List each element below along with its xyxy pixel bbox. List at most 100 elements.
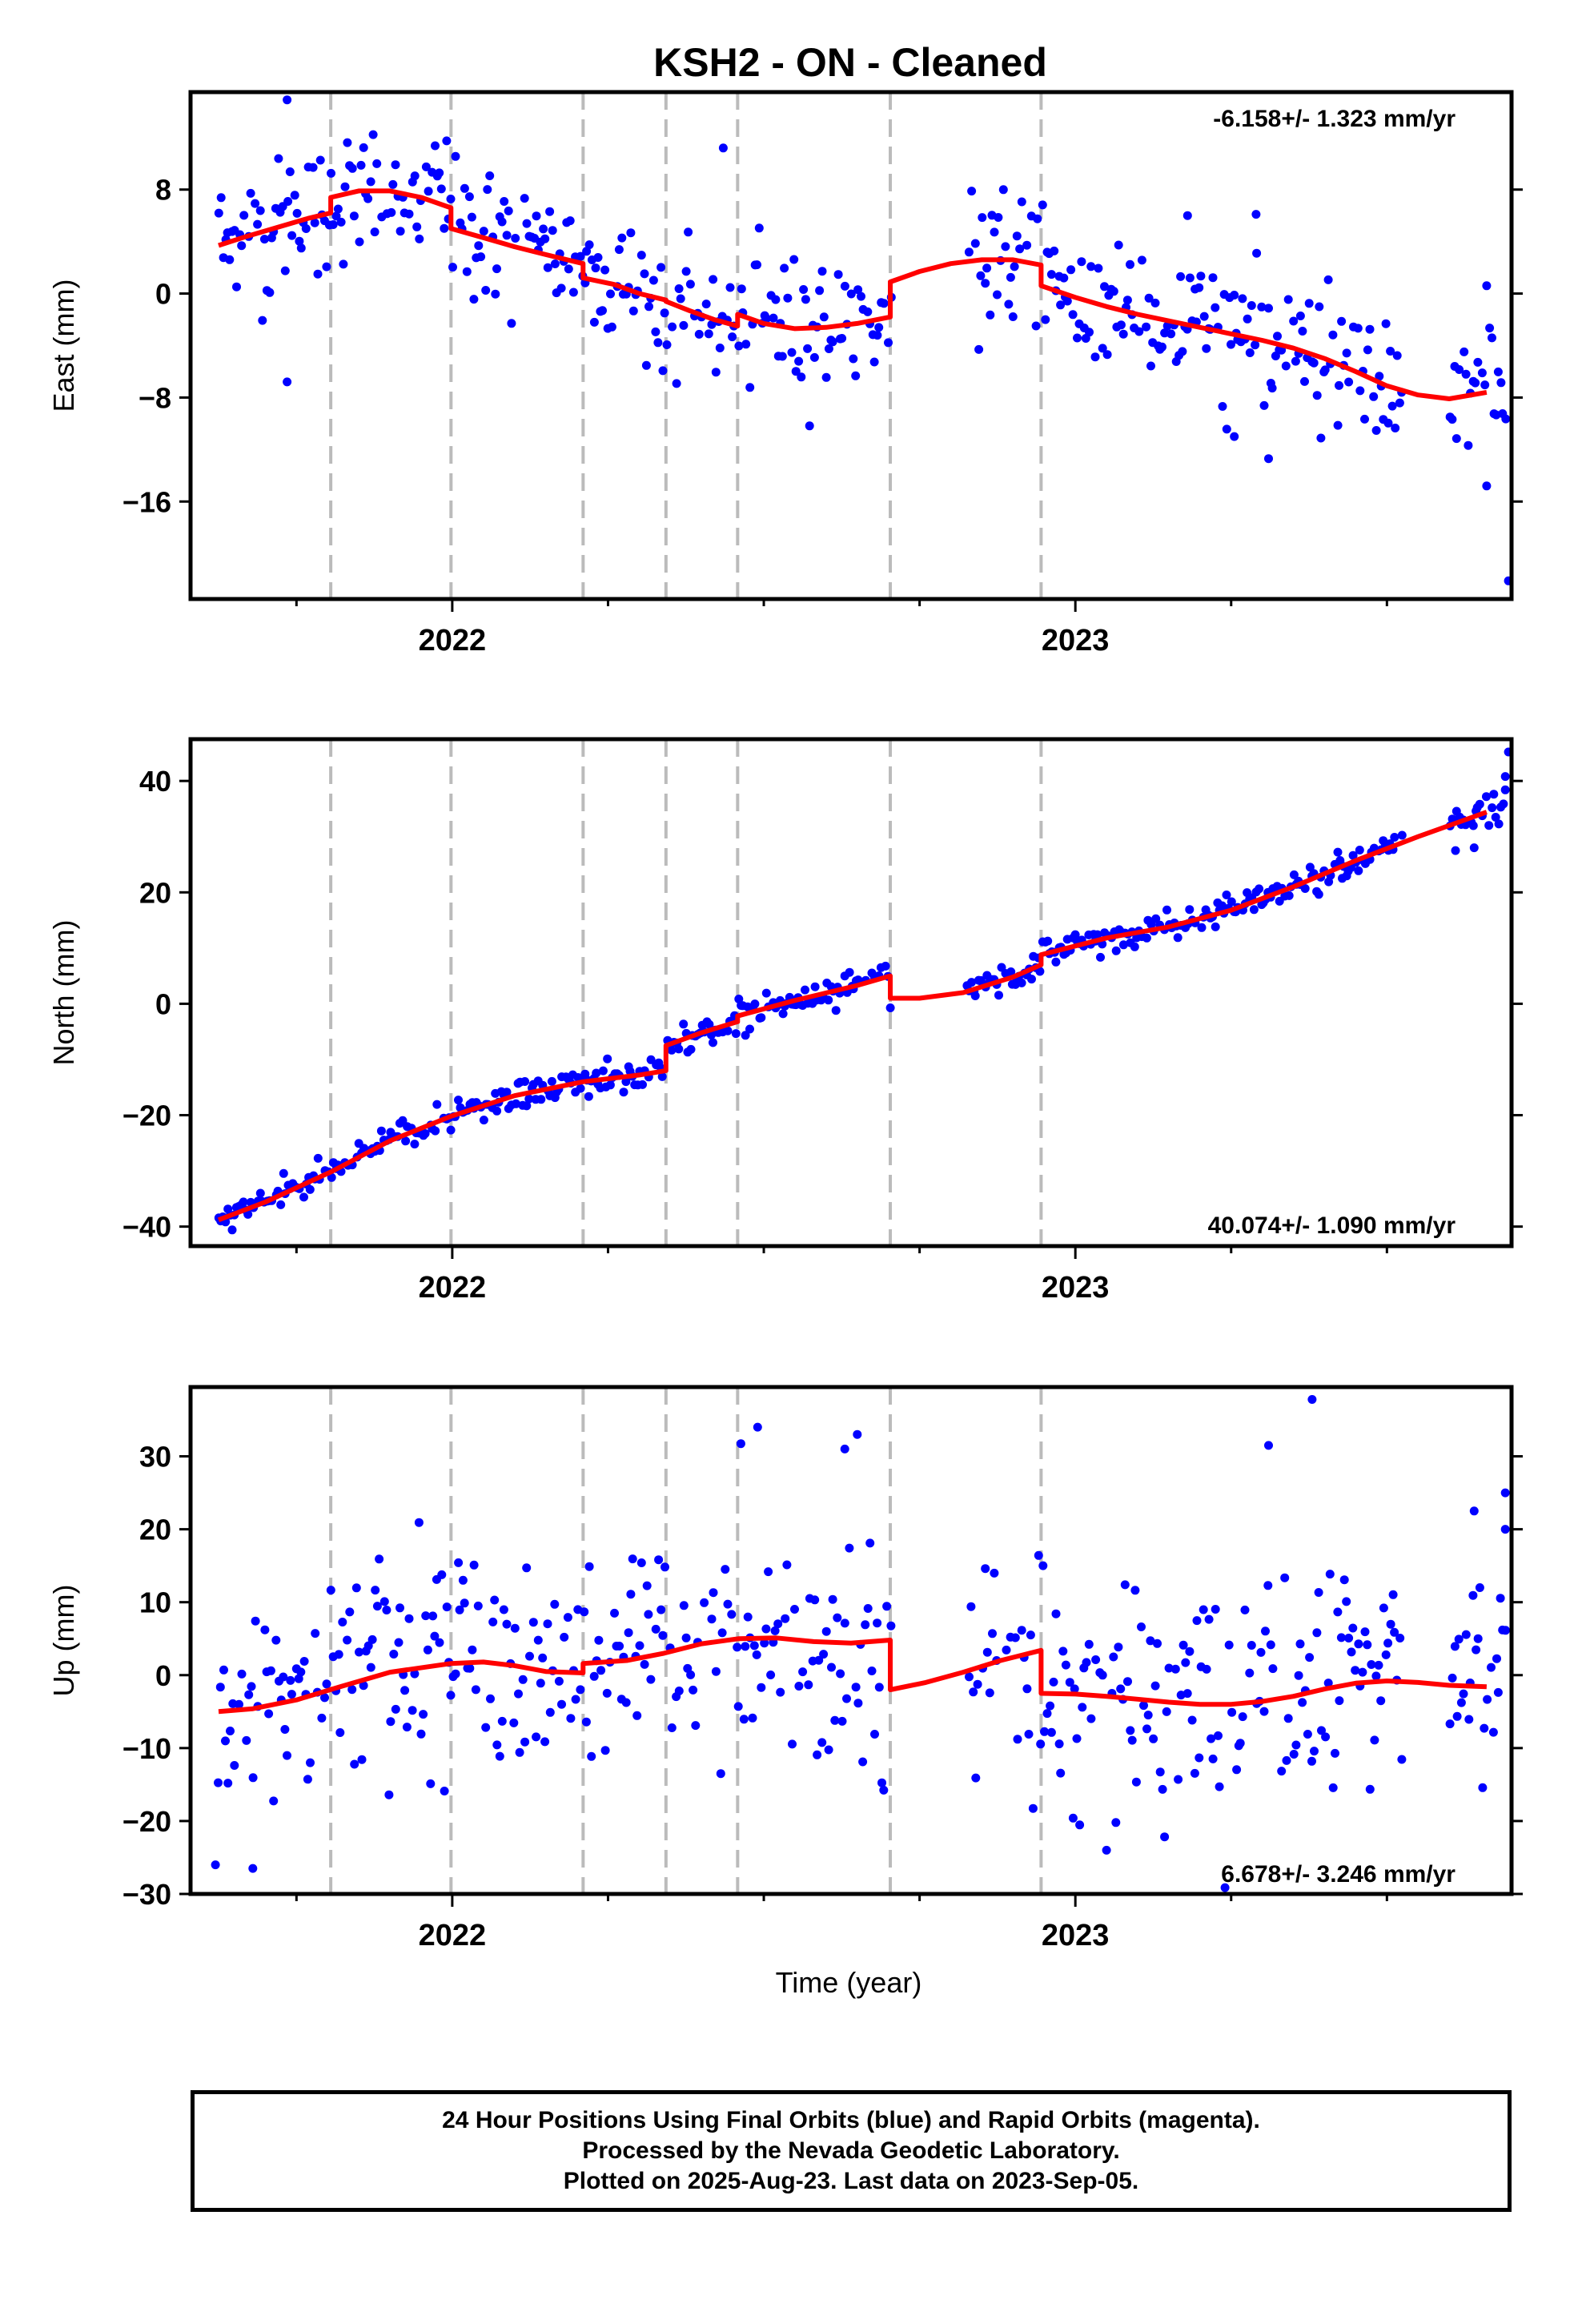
data-point bbox=[658, 366, 668, 376]
data-point bbox=[1010, 262, 1019, 271]
data-point bbox=[244, 1690, 254, 1699]
data-point bbox=[1022, 1684, 1032, 1694]
data-point bbox=[322, 1679, 331, 1689]
data-point bbox=[524, 1094, 534, 1104]
data-point bbox=[1122, 296, 1132, 305]
data-point bbox=[306, 1758, 315, 1767]
data-point bbox=[214, 208, 223, 218]
data-point bbox=[333, 204, 343, 214]
data-point bbox=[1455, 365, 1464, 374]
data-point bbox=[214, 1778, 223, 1787]
data-point bbox=[1024, 1730, 1034, 1739]
data-point bbox=[283, 95, 292, 105]
data-point bbox=[660, 308, 669, 318]
data-point bbox=[717, 1628, 727, 1638]
data-point bbox=[1098, 344, 1107, 353]
data-point bbox=[557, 1699, 566, 1709]
data-point bbox=[460, 183, 469, 193]
data-point bbox=[733, 1642, 742, 1652]
data-point bbox=[372, 159, 382, 168]
data-point bbox=[584, 240, 594, 250]
data-point bbox=[701, 300, 711, 309]
data-point bbox=[1353, 324, 1363, 333]
data-point bbox=[1197, 923, 1207, 932]
data-point bbox=[283, 1751, 291, 1760]
data-point bbox=[471, 1685, 480, 1695]
data-point bbox=[1337, 316, 1347, 326]
data-point bbox=[255, 206, 265, 215]
data-point bbox=[1464, 1715, 1474, 1724]
data-point bbox=[1482, 281, 1492, 291]
data-point bbox=[265, 287, 275, 297]
plot-area bbox=[211, 1387, 1510, 1894]
data-point bbox=[473, 1601, 483, 1610]
data-point bbox=[1142, 1724, 1151, 1734]
data-point bbox=[842, 1694, 851, 1703]
data-point bbox=[1475, 1583, 1484, 1592]
data-point bbox=[1295, 1639, 1305, 1649]
data-point bbox=[780, 263, 789, 273]
data-point bbox=[1008, 312, 1018, 321]
data-point bbox=[1471, 378, 1480, 388]
data-point bbox=[502, 1088, 512, 1097]
data-point bbox=[366, 177, 375, 187]
data-point bbox=[602, 1688, 612, 1698]
data-point bbox=[1224, 1640, 1234, 1650]
data-point bbox=[798, 1667, 808, 1677]
data-point bbox=[837, 1716, 847, 1726]
data-point bbox=[1283, 295, 1293, 304]
data-point bbox=[766, 1671, 776, 1679]
data-point bbox=[1365, 324, 1375, 334]
data-point bbox=[603, 1054, 612, 1063]
data-point bbox=[556, 283, 566, 293]
data-point bbox=[371, 1586, 380, 1595]
data-point bbox=[592, 1068, 601, 1078]
data-point bbox=[1348, 1623, 1358, 1633]
data-point bbox=[1283, 1714, 1293, 1723]
data-point bbox=[993, 290, 1002, 300]
data-point bbox=[547, 1076, 556, 1086]
data-point bbox=[1477, 368, 1487, 378]
data-point bbox=[1006, 967, 1016, 976]
data-point bbox=[576, 1084, 585, 1093]
y-axis-label: East (mm) bbox=[47, 279, 80, 412]
data-point bbox=[1386, 1619, 1395, 1629]
data-point bbox=[340, 182, 350, 191]
data-point bbox=[326, 1586, 335, 1595]
data-point bbox=[540, 234, 550, 243]
data-point bbox=[587, 1751, 596, 1761]
y-tick-label: 10 bbox=[139, 1586, 171, 1619]
data-point bbox=[1102, 1845, 1111, 1855]
data-point bbox=[1130, 942, 1139, 951]
data-point bbox=[681, 1633, 691, 1642]
data-point bbox=[1068, 1813, 1078, 1823]
data-point bbox=[657, 1072, 667, 1081]
data-point bbox=[1473, 1634, 1483, 1643]
data-point bbox=[215, 1683, 225, 1692]
y-axis-label: North (mm) bbox=[47, 920, 80, 1066]
data-point bbox=[621, 1698, 631, 1707]
rate-label: 6.678+/- 3.246 mm/yr bbox=[1221, 1861, 1456, 1888]
data-point bbox=[1068, 310, 1078, 320]
data-point bbox=[1307, 1756, 1316, 1766]
data-point bbox=[990, 1568, 999, 1578]
data-point bbox=[1028, 1803, 1038, 1813]
data-point bbox=[1077, 257, 1086, 267]
data-point bbox=[1218, 402, 1227, 411]
data-point bbox=[716, 1769, 725, 1779]
data-point bbox=[1316, 433, 1326, 443]
model-fit-line bbox=[218, 188, 1488, 401]
data-point bbox=[817, 1738, 827, 1747]
data-point bbox=[1026, 1630, 1035, 1640]
data-point bbox=[437, 1570, 447, 1579]
data-point bbox=[458, 1575, 468, 1585]
data-point bbox=[1355, 846, 1364, 854]
data-point bbox=[1387, 401, 1397, 411]
data-point bbox=[863, 307, 873, 316]
data-point bbox=[1149, 1734, 1158, 1743]
data-point bbox=[709, 1038, 717, 1047]
data-point bbox=[833, 270, 843, 279]
data-point bbox=[1196, 271, 1206, 281]
data-point bbox=[286, 1675, 295, 1685]
data-point bbox=[853, 1429, 862, 1439]
